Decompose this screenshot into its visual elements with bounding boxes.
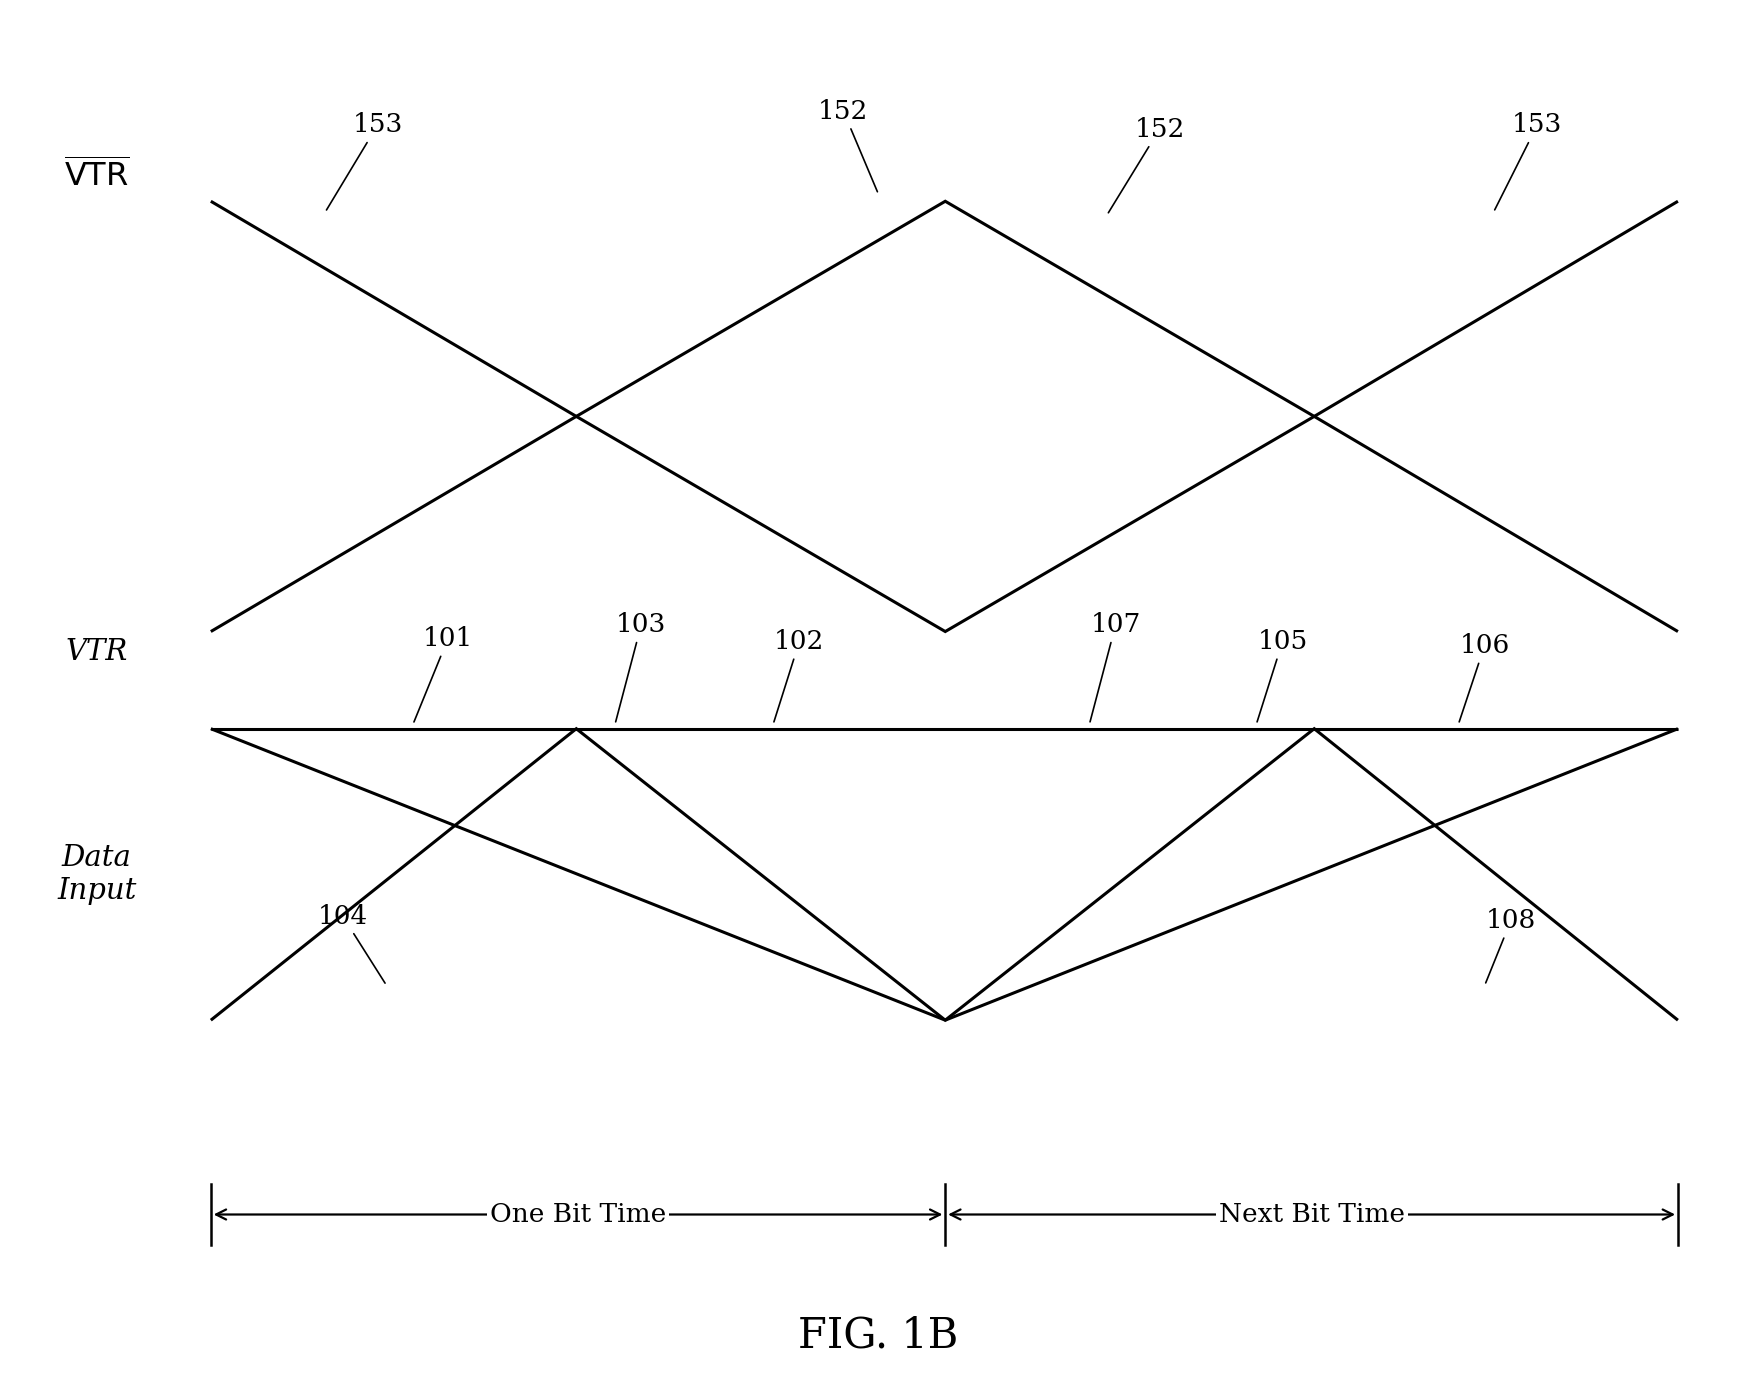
Text: VTR: VTR [65, 638, 128, 666]
Text: 105: 105 [1256, 629, 1307, 722]
Text: 108: 108 [1486, 908, 1536, 983]
Text: One Bit Time: One Bit Time [490, 1202, 666, 1227]
Text: 152: 152 [819, 99, 877, 192]
Text: 152: 152 [1109, 117, 1184, 212]
Text: 103: 103 [615, 612, 666, 722]
Text: 107: 107 [1089, 612, 1140, 722]
Text: 153: 153 [327, 112, 402, 210]
Text: Data
Input: Data Input [56, 844, 137, 905]
Text: 153: 153 [1495, 112, 1562, 210]
Text: $\overline{\mathrm{VTR}}$: $\overline{\mathrm{VTR}}$ [63, 160, 130, 194]
Text: 102: 102 [773, 629, 824, 722]
Text: FIG. 1B: FIG. 1B [798, 1314, 959, 1356]
Text: 106: 106 [1458, 633, 1509, 722]
Text: 101: 101 [415, 626, 473, 722]
Text: 104: 104 [318, 904, 385, 983]
Text: Next Bit Time: Next Bit Time [1219, 1202, 1404, 1227]
